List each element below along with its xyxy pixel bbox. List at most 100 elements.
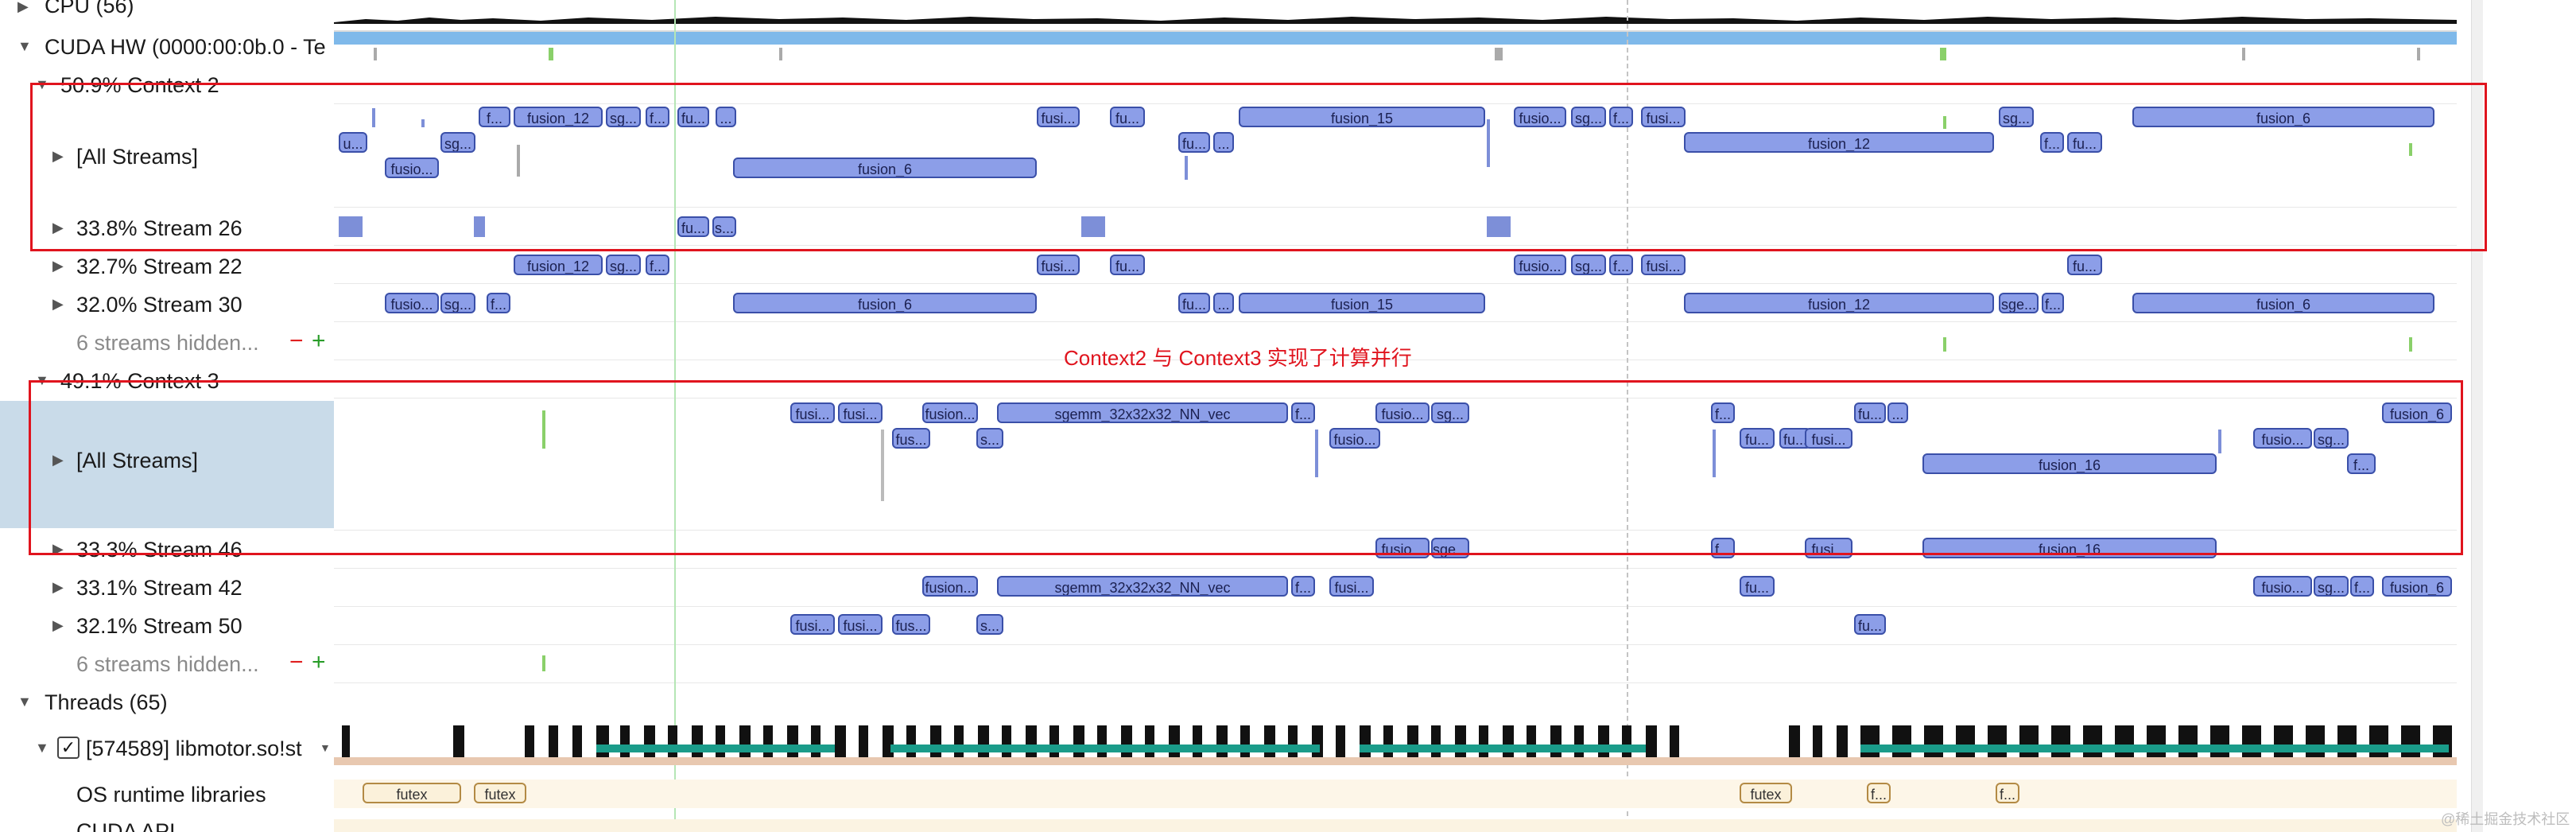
kernel-bar[interactable]: fusion_6	[2132, 107, 2434, 127]
kernel-bar[interactable]: fusio...	[1375, 402, 1430, 423]
kernel-bar[interactable]: f...	[646, 255, 669, 275]
vertical-scrollbar[interactable]	[2471, 0, 2483, 832]
tree-row-stream50[interactable]: ▶ 32.1% Stream 50	[0, 614, 334, 638]
kernel-bar[interactable]: fusio...	[1514, 107, 1566, 127]
kernel-bar[interactable]: s...	[712, 216, 736, 237]
kernel-bar[interactable]: fu...	[2067, 132, 2102, 153]
tree-row-stream30[interactable]: ▶ 32.0% Stream 30	[0, 293, 334, 317]
kernel-bar[interactable]: fu...	[677, 107, 709, 127]
kernel-bar[interactable]: sg...	[440, 293, 475, 313]
kernel-bar[interactable]: fusion_12	[1684, 293, 1994, 313]
kernel-bar[interactable]: ...	[1213, 293, 1234, 313]
kernel-bar[interactable]: fusi...	[790, 402, 835, 423]
kernel-bar[interactable]: f...	[1609, 107, 1633, 127]
expand-arrow-icon[interactable]: ▶	[52, 617, 64, 633]
kernel-bar[interactable]: s...	[976, 614, 1003, 635]
kernel-bar[interactable]: fusion_6	[733, 293, 1037, 313]
collapse-arrow-icon[interactable]: ▼	[17, 38, 32, 54]
expand-arrow-icon[interactable]: ▶	[52, 258, 64, 274]
kernel-bar[interactable]: fusion_12	[1684, 132, 1994, 153]
kernel-bar[interactable]: f...	[1291, 576, 1315, 597]
kernel-bar[interactable]: fusion...	[922, 402, 978, 423]
kernel-bar[interactable]: fusi...	[1329, 576, 1374, 597]
tree-row-hidden-streams-2[interactable]: 6 streams hidden... − +	[0, 649, 334, 676]
kernel-bar[interactable]: fus...	[892, 614, 930, 635]
kernel-bar[interactable]: fus...	[892, 428, 930, 449]
kernel-bar[interactable]: f...	[2040, 132, 2064, 153]
thread-checkbox[interactable]: ✓	[57, 737, 80, 759]
kernel-bar[interactable]: fu...	[1740, 428, 1775, 449]
kernel-bar[interactable]: f...	[2350, 576, 2374, 597]
tree-row-libmotor-thread[interactable]: ▼ ✓ [574589] libmotor.so!st ▼	[0, 737, 334, 760]
tree-row-stream22[interactable]: ▶ 32.7% Stream 22	[0, 255, 334, 278]
kernel-bar[interactable]: fu...	[2067, 255, 2102, 275]
expand-arrow-icon[interactable]: ▶	[52, 452, 64, 468]
tree-row-os-runtime[interactable]: OS runtime libraries	[0, 783, 334, 807]
tree-row-hidden-streams-1[interactable]: 6 streams hidden... − +	[0, 328, 334, 355]
kernel-bar[interactable]: fu...	[1110, 255, 1145, 275]
tree-row-cpu[interactable]: ▶ CPU (56)	[0, 0, 334, 19]
kernel-bar[interactable]: f...	[487, 293, 510, 313]
kernel-bar[interactable]: fu...	[1740, 576, 1775, 597]
expand-arrow-icon[interactable]: ▶	[52, 296, 64, 312]
kernel-bar[interactable]: sgemm_32x32x32_NN_vec	[997, 576, 1288, 597]
kernel-bar[interactable]: fusi...	[1037, 107, 1080, 127]
dropdown-arrow-icon[interactable]: ▼	[320, 741, 331, 754]
futex-call[interactable]: futex	[474, 783, 526, 803]
kernel-bar[interactable]: fusi...	[838, 402, 883, 423]
kernel-bar[interactable]: f...	[1291, 402, 1315, 423]
tree-row-stream46[interactable]: ▶ 33.3% Stream 46	[0, 538, 334, 562]
tree-row-context2-all-streams[interactable]: ▶ [All Streams]	[0, 145, 334, 169]
kernel-bar[interactable]: u...	[339, 132, 367, 153]
kernel-bar[interactable]: fusi...	[1805, 428, 1852, 449]
kernel-bar[interactable]: f...	[2347, 453, 2376, 474]
kernel-bar[interactable]: fusi...	[838, 614, 883, 635]
kernel-bar[interactable]: fusio...	[2253, 576, 2312, 597]
collapse-arrow-icon[interactable]: ▼	[17, 694, 32, 710]
kernel-bar[interactable]: sg...	[440, 132, 475, 153]
expand-arrow-icon[interactable]: ▶	[17, 0, 29, 14]
tree-row-cuda-api[interactable]: CUDA API	[0, 819, 334, 832]
kernel-bar[interactable]: fusion_12	[514, 255, 603, 275]
kernel-bar[interactable]: fusion_6	[2132, 293, 2434, 313]
collapse-streams-button[interactable]: −	[289, 649, 304, 675]
kernel-bar[interactable]: sge...	[1999, 293, 2039, 313]
kernel-bar[interactable]: fusion_15	[1239, 293, 1485, 313]
kernel-bar[interactable]: sg...	[606, 255, 641, 275]
expand-arrow-icon[interactable]: ▶	[52, 148, 64, 164]
futex-call[interactable]: futex	[363, 783, 461, 803]
kernel-bar[interactable]: sg...	[1999, 107, 2034, 127]
kernel-bar[interactable]: fusion_12	[514, 107, 603, 127]
expand-arrow-icon[interactable]: ▶	[52, 579, 64, 595]
timeline-canvas[interactable]: f... fusion_12 sg... f... fu... ... fusi…	[334, 0, 2457, 832]
kernel-bar[interactable]: fusion_6	[733, 157, 1037, 178]
kernel-bar[interactable]: fu...	[677, 216, 709, 237]
kernel-bar[interactable]: fusio...	[385, 157, 439, 178]
tree-row-threads[interactable]: ▼ Threads (65)	[0, 690, 334, 714]
kernel-bar[interactable]: s...	[976, 428, 1003, 449]
kernel-bar[interactable]: f...	[479, 107, 510, 127]
futex-call[interactable]: f...	[1996, 783, 2019, 803]
kernel-bar[interactable]: sg...	[1431, 402, 1469, 423]
kernel-bar[interactable]: f...	[1711, 402, 1735, 423]
kernel-bar[interactable]: fusio...	[385, 293, 439, 313]
kernel-bar[interactable]: fusio...	[1329, 428, 1380, 449]
expand-arrow-icon[interactable]: ▶	[52, 220, 64, 235]
kernel-bar[interactable]: fu...	[1178, 293, 1210, 313]
futex-call[interactable]: futex	[1740, 783, 1792, 803]
kernel-bar[interactable]: fusion_6	[2382, 402, 2452, 423]
collapse-streams-button[interactable]: −	[289, 328, 304, 354]
kernel-bar[interactable]: fu...	[1854, 402, 1886, 423]
collapse-arrow-icon[interactable]: ▼	[35, 740, 49, 756]
kernel-bar[interactable]: fusi...	[1037, 255, 1080, 275]
kernel-bar[interactable]: fusion_15	[1239, 107, 1485, 127]
kernel-bar[interactable]: sgemm_32x32x32_NN_vec	[997, 402, 1288, 423]
kernel-bar[interactable]: ...	[716, 107, 736, 127]
kernel-bar[interactable]: f...	[1609, 255, 1633, 275]
kernel-bar[interactable]: fusion_16	[1922, 453, 2217, 474]
kernel-bar[interactable]: ...	[1213, 132, 1234, 153]
kernel-bar[interactable]: fusio...	[1514, 255, 1566, 275]
kernel-bar[interactable]: f...	[2042, 293, 2064, 313]
kernel-bar[interactable]: sg...	[606, 107, 641, 127]
kernel-bar[interactable]: ...	[1887, 402, 1908, 423]
